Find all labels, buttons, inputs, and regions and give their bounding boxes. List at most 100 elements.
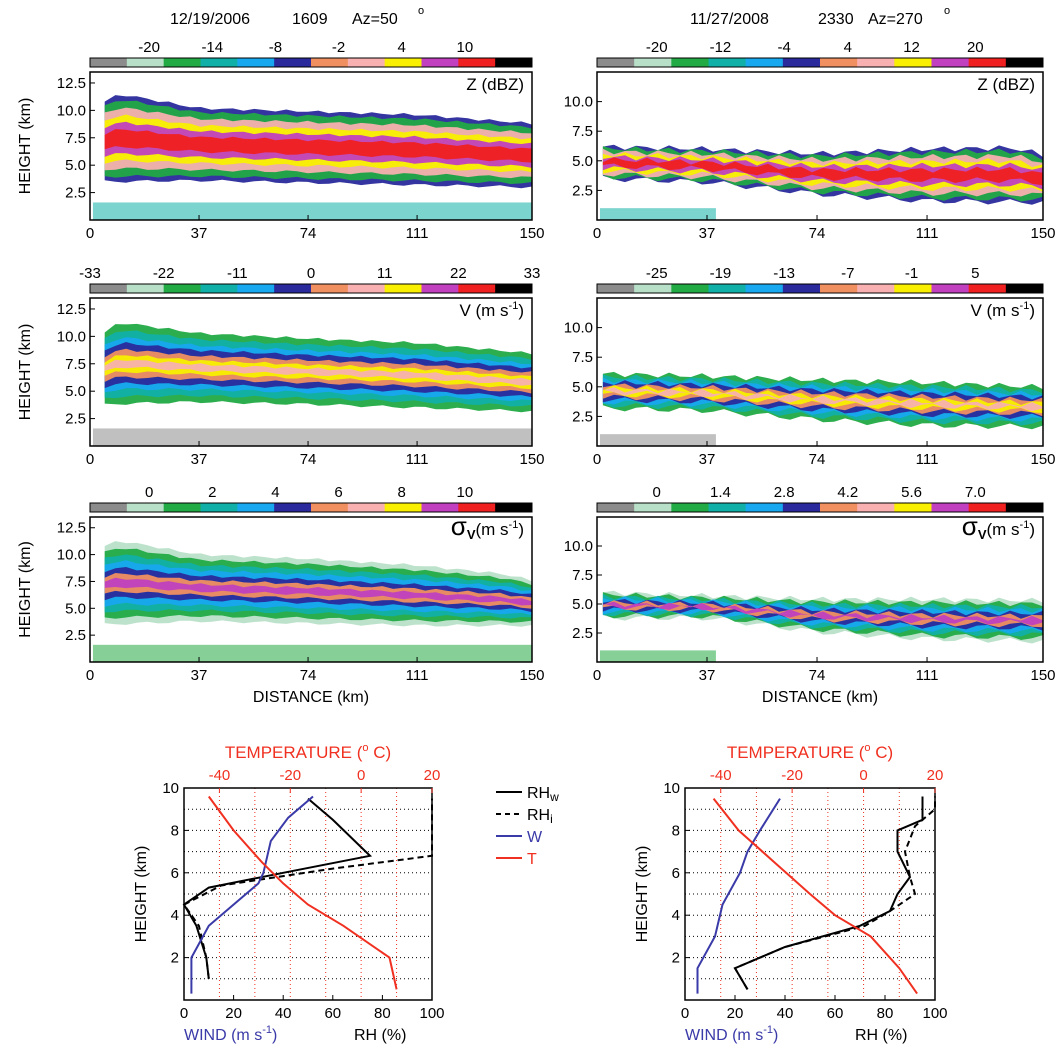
colorbar-segment	[458, 284, 496, 293]
unit-text: (m s	[987, 520, 1020, 539]
colorbar-segment	[421, 284, 459, 293]
x-tick-label: 0	[180, 1005, 188, 1022]
colorbar-segment	[90, 503, 128, 512]
colorbar-segment	[968, 503, 1007, 512]
x-tick-label: 111	[916, 225, 939, 242]
x-tick-label: 100	[922, 1005, 947, 1022]
sigma-subscript: V	[467, 527, 476, 542]
y-tick-label: 10.0	[57, 328, 86, 345]
legend-label-temperature: T	[527, 851, 537, 868]
x-tick-label: 0	[681, 1005, 689, 1022]
y-axis-label: HEIGHT (km)	[634, 846, 651, 943]
colorbar-tick-label: 20	[967, 39, 984, 56]
colorbar-segment	[931, 284, 970, 293]
x-tick-label: 37	[699, 225, 716, 242]
colorbar-segment	[708, 503, 747, 512]
wind-axis-label: WIND (m s-1)	[685, 1024, 778, 1044]
colorbar-segment	[237, 503, 275, 512]
legend-label-main: RH	[527, 807, 550, 824]
colorbar-tick-label: -8	[269, 39, 282, 56]
colorbar-segment	[495, 58, 533, 67]
y-tick-label: 10.0	[564, 94, 593, 111]
colorbar-segment	[347, 58, 386, 67]
sigma-subscript: V	[978, 527, 987, 542]
y-tick-label: 10	[663, 780, 680, 797]
x-tick-label: 0	[593, 225, 601, 242]
colorbar-segment	[90, 58, 128, 67]
colorbar-segment	[671, 58, 709, 67]
ground-clutter	[599, 650, 716, 662]
x-tick-label: 74	[300, 667, 317, 684]
y-tick-label: 10.0	[57, 102, 86, 119]
unit-close: )	[1029, 301, 1035, 320]
left-header-time: 1609	[292, 11, 328, 28]
colorbar-segment	[237, 58, 275, 67]
series-line-temperature	[712, 797, 918, 995]
colorbar-segment	[708, 284, 747, 293]
wind-axis-label-part: )	[773, 1027, 778, 1044]
right-header-deg: o	[944, 5, 950, 17]
temperature-axis-label-part: TEMPERATURE (	[225, 743, 363, 762]
colorbar-segment	[634, 284, 672, 293]
colorbar-tick-label: 5	[971, 265, 979, 282]
colorbar-segment	[671, 284, 709, 293]
colorbar-segment	[820, 503, 858, 512]
plot-frame	[596, 297, 1044, 447]
y-axis-label: HEIGHT (km)	[17, 98, 34, 195]
y-tick-label: 10.0	[564, 538, 593, 555]
colorbar-segment	[163, 58, 201, 67]
y-tick-label: 8	[672, 822, 680, 839]
temperature-tick-label: -40	[710, 767, 732, 784]
colorbar-segment	[126, 284, 165, 293]
colorbar-segment	[458, 503, 496, 512]
y-axis-label: HEIGHT (km)	[17, 541, 34, 638]
colorbar-segment	[968, 284, 1007, 293]
x-tick-label: 100	[419, 1005, 444, 1022]
left-header-azimuth: Az=50	[352, 11, 398, 28]
colorbar-tick-label: 12	[903, 39, 920, 56]
plot-frame	[596, 516, 1044, 663]
right-header-time: 2330	[818, 11, 854, 28]
y-tick-label: 8	[171, 822, 179, 839]
wind-axis-label-part: WIND (m s	[184, 1027, 262, 1044]
x-tick-label: 74	[809, 667, 826, 684]
left-header-date: 12/19/2006	[170, 11, 250, 28]
x-tick-label: 37	[191, 667, 208, 684]
colorbar-frame	[596, 283, 1044, 294]
colorbar-tick-label: -7	[841, 265, 854, 282]
y-tick-label: 7.5	[572, 567, 593, 584]
colorbar-frame	[89, 283, 533, 294]
y-tick-label: 5.0	[65, 383, 86, 400]
x-tick-label: 150	[519, 225, 544, 242]
plot-frame	[596, 71, 1044, 221]
colorbar-segment	[311, 503, 349, 512]
colorbar-segment	[311, 58, 349, 67]
colorbar-tick-label: -33	[79, 265, 101, 282]
colorbar-segment	[347, 503, 386, 512]
series-line-rhi	[182, 798, 433, 979]
series-line-rhi	[733, 796, 936, 990]
plot-frame	[89, 516, 533, 663]
x-tick-label: 0	[86, 451, 94, 468]
temperature-axis-label-part: C)	[369, 743, 392, 762]
colorbar-tick-label: 4	[844, 39, 852, 56]
colorbar-tick-label: -12	[710, 39, 732, 56]
colorbar-segment	[597, 58, 635, 67]
y-tick-label: 10.0	[564, 320, 593, 337]
echo-layer	[602, 601, 1043, 626]
wind-axis-label: WIND (m s-1)	[184, 1024, 277, 1044]
temperature-axis-label: TEMPERATURE (o C)	[727, 742, 893, 762]
ground-clutter	[599, 434, 716, 446]
x-axis-label: DISTANCE (km)	[253, 689, 369, 706]
colorbar-segment	[857, 284, 895, 293]
temperature-axis-label: TEMPERATURE (o C)	[225, 742, 391, 762]
y-tick-label: 5.0	[65, 157, 86, 174]
colorbar-segment	[597, 503, 635, 512]
series-line-rhw	[182, 797, 373, 979]
y-tick-label: 12.5	[57, 301, 86, 318]
ground-clutter	[92, 644, 533, 662]
sigma-symbol: σ	[451, 511, 467, 541]
colorbar-segment	[634, 503, 672, 512]
